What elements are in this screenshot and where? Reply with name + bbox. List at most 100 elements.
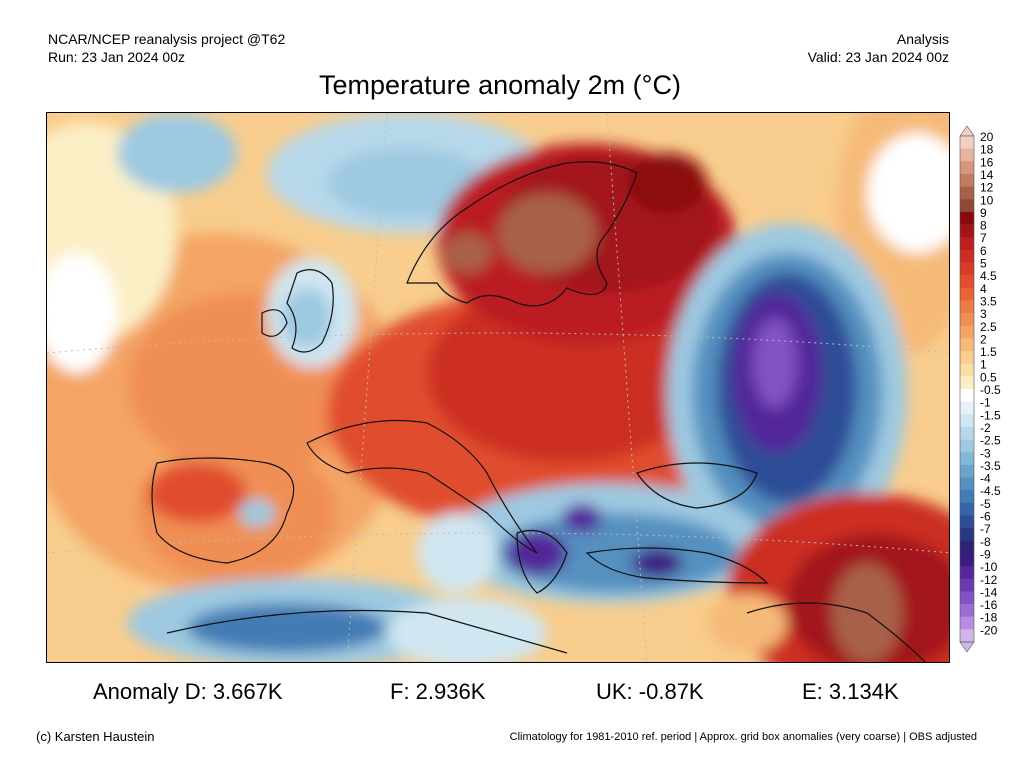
colorbar-label: 4.5 <box>980 269 997 283</box>
run-label: Run: 23 Jan 2024 00z <box>48 49 185 65</box>
colorbar: 201816141210987654.543.532.521.510.5-0.5… <box>959 126 1001 652</box>
anomaly-e-label: E: 3.134K <box>802 679 899 704</box>
colorbar-swatch <box>960 262 974 276</box>
colorbar-label: -14 <box>980 585 998 599</box>
anomaly-f-label: F: 2.936K <box>390 679 486 704</box>
colorbar-swatch <box>960 401 974 415</box>
colorbar-swatch <box>960 591 974 605</box>
colorbar-label: 10 <box>980 193 994 207</box>
header-right: Analysis Valid: 23 Jan 2024 00z <box>808 30 949 66</box>
colorbar-swatch <box>960 211 974 225</box>
colorbar-label: 5 <box>980 257 987 271</box>
colorbar-swatch <box>960 528 974 542</box>
colorbar-label: 12 <box>980 181 994 195</box>
colorbar-label: 9 <box>980 206 987 220</box>
colorbar-top-arrow <box>959 126 975 137</box>
colorbar-swatch <box>960 477 974 491</box>
colorbar-label: 18 <box>980 143 994 157</box>
colorbar-label: -16 <box>980 598 998 612</box>
colorbar-label: 2 <box>980 332 987 346</box>
colorbar-label: -0.5 <box>980 383 1001 397</box>
colorbar-label: -9 <box>980 547 991 561</box>
graticule <box>47 113 949 662</box>
colorbar-label: 1.5 <box>980 345 997 359</box>
colorbar-label: 20 <box>980 130 994 144</box>
colorbar-label: -20 <box>980 623 998 637</box>
climatology-note: Climatology for 1981-2010 ref. period | … <box>509 731 977 743</box>
colorbar-swatch <box>960 199 974 213</box>
colorbar-swatch <box>960 578 974 592</box>
colorbar-swatch <box>960 287 974 301</box>
colorbar-label: 3 <box>980 307 987 321</box>
colorbar-label: -4 <box>980 472 991 486</box>
colorbar-swatch <box>960 249 974 263</box>
colorbar-label: -7 <box>980 522 991 536</box>
header-left: NCAR/NCEP reanalysis project @T62 Run: 2… <box>48 30 285 66</box>
map-title: Temperature anomaly 2m (°C) <box>319 70 681 100</box>
colorbar-swatch <box>960 325 974 339</box>
colorbar-swatch <box>960 515 974 529</box>
colorbar-label: 3.5 <box>980 294 997 308</box>
anomaly-d-label: Anomaly D: 3.667K <box>93 679 283 704</box>
colorbar-swatch <box>960 275 974 289</box>
model-label: NCAR/NCEP reanalysis project @T62 <box>48 31 286 47</box>
colorbar-swatch <box>960 464 974 478</box>
colorbar-label: -10 <box>980 560 998 574</box>
colorbar-swatch <box>960 237 974 251</box>
colorbar-swatch <box>960 414 974 428</box>
colorbar-swatches <box>959 126 975 652</box>
colorbar-swatch <box>960 426 974 440</box>
analysis-label: Analysis <box>896 31 949 47</box>
colorbar-label: -6 <box>980 510 991 524</box>
colorbar-swatch <box>960 148 974 162</box>
colorbar-swatch <box>960 376 974 390</box>
colorbar-label: -2.5 <box>980 434 1001 448</box>
colorbar-swatch <box>960 313 974 327</box>
colorbar-label: -18 <box>980 611 998 625</box>
colorbar-label: -12 <box>980 573 998 587</box>
colorbar-swatch <box>960 300 974 314</box>
colorbar-label: -5 <box>980 497 991 511</box>
colorbar-swatch <box>960 439 974 453</box>
coastlines <box>151 161 926 662</box>
colorbar-label: 14 <box>980 168 994 182</box>
colorbar-label: 0.5 <box>980 370 997 384</box>
colorbar-swatch <box>960 490 974 504</box>
colorbar-label: -3.5 <box>980 459 1001 473</box>
colorbar-swatch <box>960 186 974 200</box>
anomaly-field <box>47 113 949 662</box>
colorbar-swatch <box>960 540 974 554</box>
colorbar-swatch <box>960 566 974 580</box>
colorbar-label: 1 <box>980 358 987 372</box>
colorbar-labels: 201816141210987654.543.532.521.510.5-0.5… <box>980 130 1001 637</box>
colorbar-swatch <box>960 604 974 617</box>
colorbar-label: -1 <box>980 396 991 410</box>
anomaly-map <box>46 112 950 663</box>
colorbar-swatch <box>960 173 974 187</box>
colorbar-label: -1.5 <box>980 408 1001 422</box>
colorbar-swatch <box>960 136 974 149</box>
colorbar-swatch <box>960 389 974 402</box>
stats-row: Anomaly D: 3.667K F: 2.936K UK: -0.87K E… <box>0 679 1024 707</box>
colorbar-label: 6 <box>980 244 987 258</box>
colorbar-swatch <box>960 224 974 238</box>
colorbar-swatch <box>960 351 974 364</box>
anomaly-uk-label: UK: -0.87K <box>596 679 704 704</box>
colorbar-label: 4 <box>980 282 987 296</box>
colorbar-outline <box>959 135 975 643</box>
colorbar-label: 7 <box>980 231 987 245</box>
credit-label: (c) Karsten Haustein <box>36 729 155 744</box>
valid-label: Valid: 23 Jan 2024 00z <box>807 49 949 65</box>
colorbar-label: -3 <box>980 446 991 460</box>
colorbar-swatch <box>960 629 974 643</box>
colorbar-swatch <box>960 161 974 175</box>
colorbar-label: 8 <box>980 219 987 233</box>
colorbar-swatch <box>960 363 974 377</box>
colorbar-label: 16 <box>980 155 994 169</box>
colorbar-label: -2 <box>980 421 991 435</box>
colorbar-bottom-arrow <box>959 641 975 652</box>
colorbar-label: -8 <box>980 535 991 549</box>
colorbar-swatch <box>960 338 974 352</box>
colorbar-label: 2.5 <box>980 320 997 334</box>
colorbar-label: -4.5 <box>980 484 1001 498</box>
